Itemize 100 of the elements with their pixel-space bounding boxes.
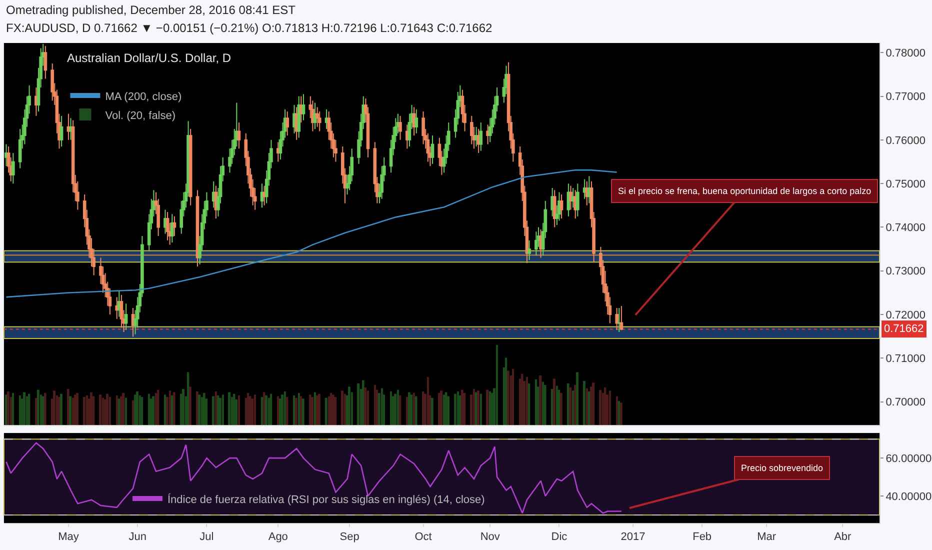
bar [268, 398, 270, 425]
bar [512, 369, 514, 425]
candlestick [66, 113, 70, 140]
bar [462, 393, 466, 425]
bar [410, 394, 413, 425]
bar [538, 375, 542, 425]
bar [216, 395, 220, 425]
bar [442, 394, 445, 425]
bar [292, 395, 296, 425]
bar [406, 397, 408, 425]
bar [28, 394, 30, 425]
bar [310, 397, 314, 425]
x-tick-label: Mar [757, 531, 776, 544]
candlestick [558, 192, 561, 222]
bar [262, 392, 266, 425]
bar [276, 396, 280, 425]
candlestick [550, 187, 554, 217]
bar [412, 393, 415, 425]
candlestick [44, 46, 48, 80]
bar [12, 393, 14, 425]
bar [556, 386, 558, 425]
bar [294, 398, 298, 425]
y-tick-label: 0.74000 [886, 222, 926, 234]
bar [506, 370, 510, 425]
legend-label: Vol. (20, false) [105, 110, 176, 122]
bar [36, 390, 40, 425]
candlestick [539, 228, 542, 258]
bar [344, 394, 346, 425]
bar [102, 398, 104, 425]
bar [170, 395, 174, 425]
line-series [6, 442, 622, 514]
bar [568, 387, 572, 425]
bar [60, 394, 62, 425]
candlestick [486, 124, 490, 145]
candlestick [212, 180, 216, 208]
candlestick [170, 214, 174, 244]
bar [486, 390, 489, 425]
bar [374, 385, 376, 425]
bar [298, 393, 300, 425]
bar [186, 372, 190, 425]
bar [72, 398, 74, 425]
x-tick-label: Feb [692, 531, 712, 544]
x-tick-label: Nov [480, 531, 500, 544]
bar [330, 393, 332, 425]
bar [246, 393, 250, 425]
bar [334, 397, 337, 425]
bar [422, 391, 424, 425]
candlestick [131, 308, 135, 338]
bar [122, 393, 125, 425]
candlestick [528, 240, 531, 260]
bar [168, 390, 171, 425]
bar [396, 390, 399, 425]
candlestick [237, 122, 241, 150]
candlestick [560, 194, 564, 219]
bar [604, 387, 606, 425]
bar [394, 394, 397, 425]
candlestick [50, 63, 54, 102]
bar [586, 388, 588, 425]
bar [364, 387, 367, 425]
bar [124, 398, 127, 425]
bar [98, 394, 102, 425]
x-tick-label: Dic [551, 531, 568, 544]
candlestick [188, 128, 192, 206]
bar [218, 398, 222, 425]
bar [200, 397, 203, 425]
candlestick [124, 303, 128, 330]
y-tick-label: 40.00000 [886, 490, 932, 503]
x-tick-label: May [58, 531, 80, 544]
candlestick [430, 135, 434, 164]
candlestick [115, 296, 119, 320]
candlestick [474, 126, 478, 147]
y-tick-label: 0.76000 [886, 134, 926, 147]
bar [472, 389, 475, 425]
bar [198, 394, 201, 425]
bar [446, 396, 450, 425]
bar [316, 395, 318, 425]
candlestick [311, 100, 314, 132]
bar [52, 390, 56, 425]
candlestick [286, 111, 290, 136]
bar [440, 390, 443, 425]
candlestick [398, 115, 402, 140]
bar [86, 395, 88, 425]
bar [550, 389, 554, 425]
bar [302, 398, 304, 425]
candlestick [18, 128, 22, 169]
bar [340, 390, 344, 425]
candlestick [426, 132, 430, 162]
x-tick-label: 2017 [620, 531, 646, 544]
bar [280, 394, 284, 425]
bar [18, 395, 21, 425]
candlestick [260, 183, 264, 208]
bar [348, 386, 350, 425]
bar [616, 396, 618, 425]
bar [214, 391, 217, 425]
bar [22, 392, 26, 425]
candlestick [292, 104, 296, 134]
bar [44, 393, 46, 425]
bar [4, 394, 8, 425]
bar [164, 394, 166, 425]
candlestick [470, 115, 474, 145]
